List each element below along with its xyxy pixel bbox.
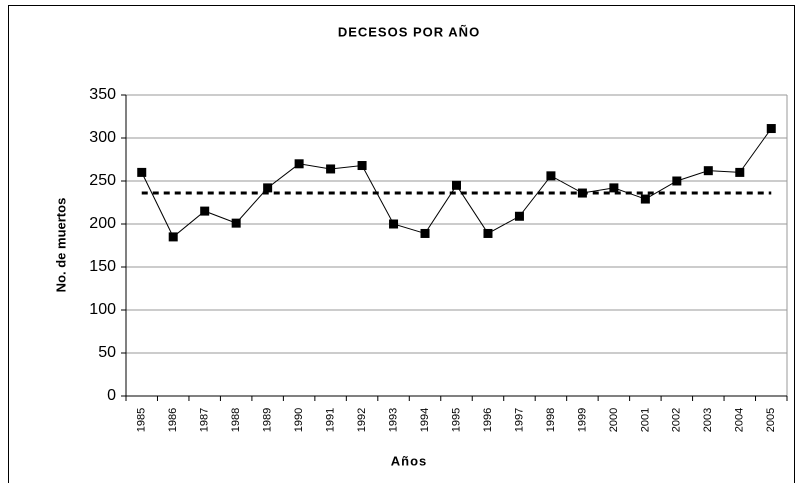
data-point [452, 180, 461, 190]
y-tick-label: 350 [89, 86, 116, 103]
x-tick-label: 1996 [482, 408, 494, 432]
y-tick-label: 250 [89, 172, 116, 189]
data-point [577, 188, 587, 198]
data-point [326, 164, 336, 174]
y-tick-label: 300 [89, 129, 116, 146]
chart-frame [8, 5, 795, 488]
data-point [672, 176, 682, 186]
data-point [168, 232, 178, 242]
y-tick-label: 0 [107, 387, 116, 404]
data-point [357, 161, 367, 171]
y-tick-label: 50 [98, 344, 116, 361]
x-tick-label: 1994 [419, 408, 431, 432]
data-point [766, 124, 776, 134]
x-tick-label: 1987 [199, 408, 211, 432]
x-tick-label: 1985 [136, 408, 148, 432]
x-tick-label: 2004 [734, 408, 746, 432]
data-point [231, 218, 241, 228]
x-tick-label: 1991 [325, 408, 337, 432]
data-point [263, 183, 273, 193]
data-point [703, 166, 713, 176]
x-axis-label: Años [391, 453, 428, 468]
data-point [200, 206, 210, 216]
data-point [514, 211, 524, 221]
data-point [389, 219, 399, 229]
data-point [735, 167, 745, 177]
data-point [483, 228, 493, 238]
y-axis-label: No. de muertos [53, 198, 68, 293]
x-tick-label: 1999 [576, 408, 588, 432]
data-point [294, 159, 304, 169]
x-tick-label: 1988 [230, 408, 242, 432]
x-tick-label: 1989 [262, 408, 274, 432]
x-tick-label: 2001 [639, 408, 651, 432]
x-tick-label: 1995 [450, 408, 462, 432]
data-point [546, 171, 556, 181]
x-tick-label: 1993 [387, 408, 399, 432]
chart-title: DECESOS POR AÑO [338, 24, 480, 39]
data-point [137, 167, 147, 177]
y-tick-label: 200 [89, 215, 116, 232]
y-tick-label: 100 [89, 301, 116, 318]
x-tick-label: 1986 [167, 408, 179, 432]
x-tick-label: 1998 [545, 408, 557, 432]
x-tick-label: 1992 [356, 408, 368, 432]
data-point [609, 183, 619, 193]
y-tick-label: 150 [89, 258, 116, 275]
x-tick-label: 2000 [608, 408, 620, 432]
x-tick-label: 2002 [671, 408, 683, 432]
data-point [420, 228, 430, 238]
data-point [640, 194, 650, 204]
x-tick-label: 1997 [513, 408, 525, 432]
x-tick-label: 2003 [702, 408, 714, 432]
x-tick-label: 1990 [293, 408, 305, 432]
x-tick-label: 2005 [765, 408, 777, 432]
